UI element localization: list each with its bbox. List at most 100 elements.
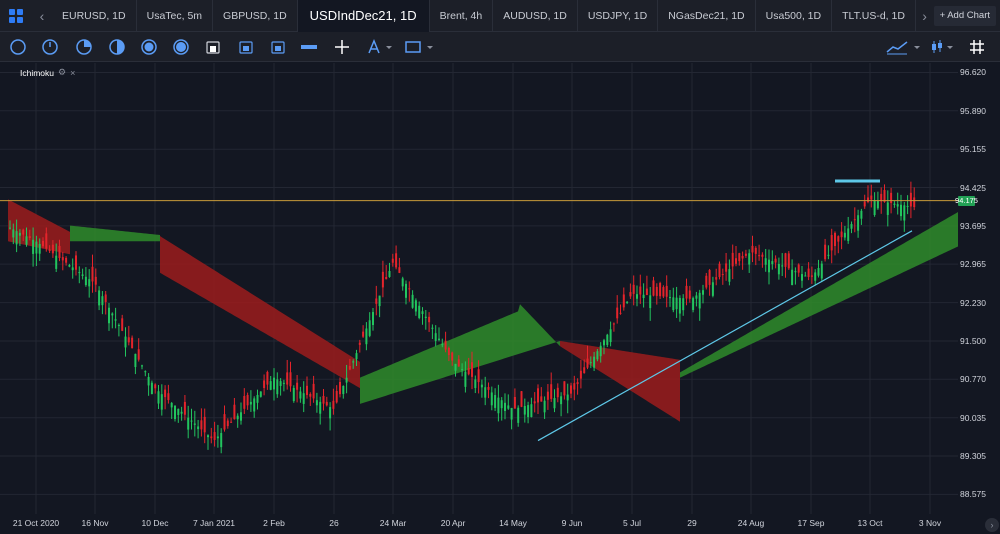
indicator-close-icon[interactable]: × [70,67,76,78]
candle-body [289,372,292,387]
candle-body [35,241,38,254]
candle-body [22,229,25,235]
chevron-down-icon[interactable] [912,37,922,57]
candle-body [870,195,873,200]
text-tool-icon[interactable] [364,37,384,57]
candle-body [306,385,308,395]
chart-background [0,63,958,514]
clock-icon[interactable] [40,37,60,57]
candle-body [474,379,477,388]
tab-8[interactable]: Usa500, 1D [756,0,833,32]
candle-body [94,276,97,285]
rectangle-icon[interactable] [403,37,423,57]
record-icon[interactable] [171,37,191,57]
candle-body [164,389,167,398]
tab-7[interactable]: NGasDec21, 1D [658,0,756,32]
settings-icon[interactable] [945,37,955,57]
time-tick-label: 24 Aug [737,518,765,528]
time-tick-label: 7 Jan 2021 [192,518,236,528]
tab-5[interactable]: AUDUSD, 1D [493,0,578,32]
candle-body [266,371,269,385]
price-chart[interactable] [0,63,1000,534]
candle-body [655,286,658,296]
w-calendar-icon[interactable] [236,37,256,57]
candle-body [665,285,668,297]
line-chart-icon[interactable] [884,37,910,57]
layout-grid-icon[interactable] [0,0,32,32]
candle-body [335,390,338,403]
price-tick-label: 96.620 [960,67,986,78]
pie-icon[interactable] [74,37,94,57]
tab-0[interactable]: EURUSD, 1D [52,0,137,32]
bar-type-icon[interactable] [299,37,319,57]
candle-body [111,313,114,316]
tab-1[interactable]: UsaTec, 5m [137,0,214,32]
chevron-down-icon[interactable] [425,37,435,57]
price-tick-label: 95.890 [960,105,986,116]
candle-body [372,312,374,326]
candle-body [837,236,840,242]
candle-body [824,244,827,260]
candle-body [230,421,233,423]
tab-9[interactable]: TLT.US-d, 1D [832,0,916,32]
chart-area[interactable]: Ichimoku ⚙ × 96.620 95.890 95.155 94.425 93.… [0,63,1000,534]
candle-body [78,272,81,274]
grid-icon[interactable] [967,37,987,57]
price-scale[interactable]: 96.620 95.890 95.155 94.425 93.695 92.965 92.2… [958,63,1000,514]
add-chart-button[interactable]: + Add Chart [933,5,996,26]
candle-body [510,408,513,420]
tab-3[interactable]: USDIndDec21, 1D [297,0,430,32]
candle-body [141,365,143,367]
candle-body [847,228,850,241]
candle-body [863,201,866,207]
candle-body [629,292,632,297]
tab-6[interactable]: USDJPY, 1D [578,0,659,32]
candle-body [180,411,183,414]
candle-body [513,397,516,409]
tabs-prev-icon[interactable]: ‹ [39,7,45,24]
tab-2[interactable]: GBPUSD, 1D [213,0,298,32]
scroll-right-icon[interactable]: › [985,518,999,532]
candle-body [81,274,84,276]
candle-body [226,420,229,427]
candle-body [75,255,77,270]
candle-body [675,297,678,310]
m-calendar-icon[interactable] [268,37,288,57]
indicator-settings-icon[interactable]: ⚙ [58,67,67,77]
tabs-next-icon[interactable]: › [922,7,927,24]
candle-body [309,394,312,397]
candle-body [758,255,761,257]
time-scale[interactable]: 21 Oct 2020 16 Nov 10 Dec 7 Jan 2021 2 Feb 26… [0,514,958,534]
candle-body [616,307,619,319]
candle-body [619,312,622,314]
candle-body [117,325,120,327]
candle-body [480,384,483,388]
candle-body [645,288,648,296]
candle-body [860,210,863,219]
price-tick-label: 94.425 [960,182,986,193]
candle-body [527,405,530,418]
crosshair-icon[interactable] [332,37,352,57]
circle-icon[interactable] [8,37,28,57]
candle-body [589,362,592,364]
candle-body [352,361,355,363]
d-calendar-icon[interactable] [203,37,223,57]
candle-body [38,243,41,254]
candle-body [566,394,569,401]
candle-body [827,254,830,256]
candle-body [834,232,836,247]
candle-body [9,227,11,229]
candle-body [725,263,728,272]
candle-body [606,334,609,345]
chevron-down-icon[interactable] [384,37,394,57]
tab-4[interactable]: Brent, 4h [430,0,494,32]
candle-body [454,363,457,371]
candle-body [682,298,685,311]
tab-bar: ‹ EURUSD, 1D UsaTec, 5m GBPUSD, 1D USDIndDe… [0,0,1000,32]
half-circle-icon[interactable] [107,37,127,57]
candle-icon[interactable] [927,37,947,57]
candle-body [154,384,157,389]
time-tick-label: 17 Sep [797,518,825,528]
candle-body [71,267,74,271]
m-circle-icon[interactable] [139,37,159,57]
